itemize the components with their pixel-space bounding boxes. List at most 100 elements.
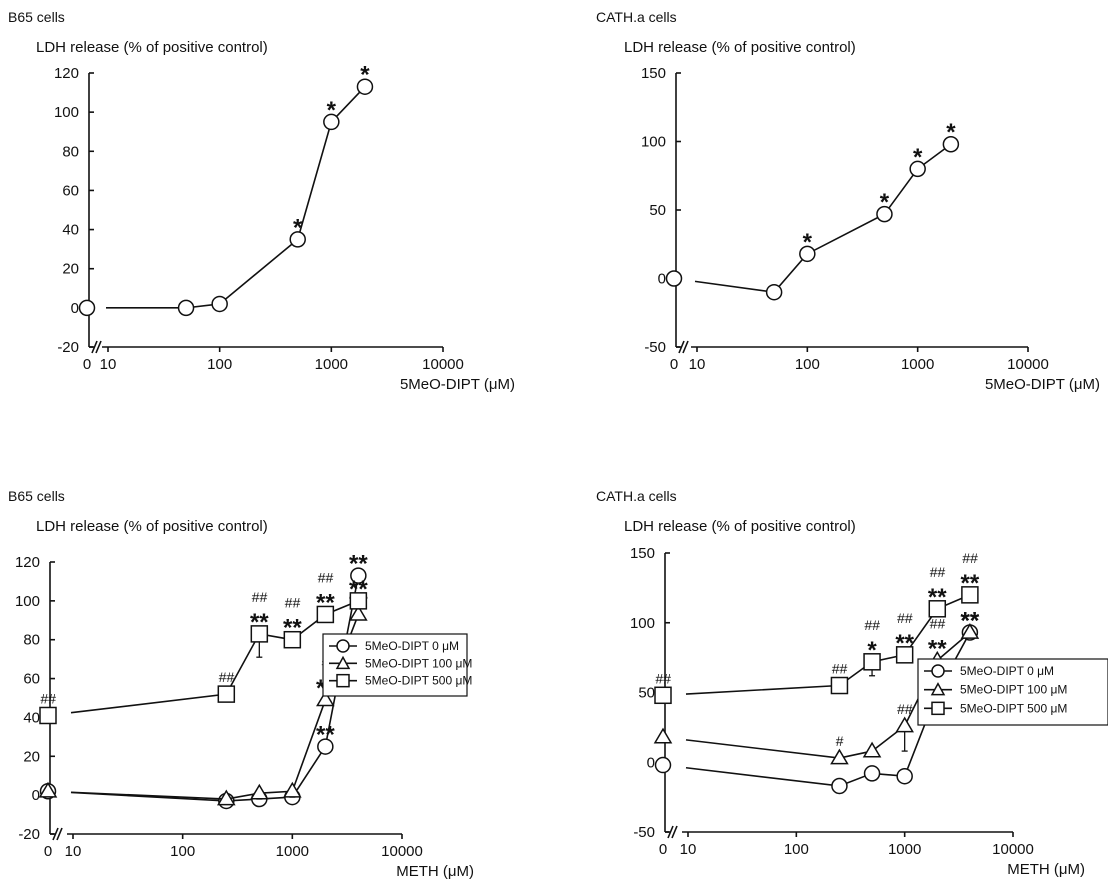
data-point-circle bbox=[356, 78, 374, 95]
data-point-triangle bbox=[216, 789, 236, 806]
x-axis-title: 5MeO-DIPT (μM) bbox=[985, 376, 1100, 393]
data-point-triangle bbox=[862, 741, 882, 758]
data-point-circle bbox=[896, 767, 913, 785]
axis-break-mark bbox=[678, 340, 685, 354]
x-tick-label: 100 bbox=[795, 356, 820, 373]
significance-hash: ## bbox=[285, 595, 301, 611]
chart-panel-1: B65 cells LDH release (% of positive cont… bbox=[8, 9, 515, 393]
significance-star: * bbox=[867, 637, 877, 664]
significance-star: * bbox=[946, 119, 956, 146]
y-tick-label: -20 bbox=[18, 826, 40, 843]
data-point-circle bbox=[876, 205, 893, 223]
y-tick-label: 100 bbox=[641, 134, 666, 151]
x-tick-label: 1000 bbox=[901, 356, 934, 373]
series-line bbox=[685, 631, 971, 759]
data-point-triangle bbox=[960, 623, 980, 639]
y-tick-label: -20 bbox=[57, 339, 79, 356]
y-tick-label: 50 bbox=[638, 685, 655, 702]
x-tick-label: 100 bbox=[784, 841, 809, 858]
cell-type-label: CATH.a cells bbox=[596, 488, 677, 504]
data-point-square bbox=[961, 586, 979, 604]
y-tick-label: -50 bbox=[644, 339, 666, 356]
legend-circle bbox=[336, 639, 350, 653]
legend-label: 5MeO-DIPT 100 μM bbox=[365, 656, 472, 670]
legend-label: 5MeO-DIPT 0 μM bbox=[960, 664, 1054, 678]
cell-type-label: B65 cells bbox=[8, 488, 65, 504]
y-tick-label: 20 bbox=[23, 748, 40, 765]
data-point-square bbox=[895, 646, 914, 664]
x-tick-label: 1000 bbox=[276, 843, 309, 860]
data-point-circle bbox=[654, 756, 672, 774]
significance-hash: ## bbox=[897, 701, 913, 717]
data-point-circle bbox=[665, 270, 683, 287]
y-tick-label: 100 bbox=[15, 593, 40, 610]
x-tick-label: 0 bbox=[83, 356, 91, 373]
y-tick-label: 120 bbox=[54, 65, 79, 82]
data-point-square bbox=[863, 653, 881, 671]
legend-circle bbox=[931, 664, 945, 678]
legend-box bbox=[917, 658, 1108, 726]
legend-square bbox=[931, 701, 945, 716]
data-point-circle bbox=[863, 765, 881, 782]
significance-star: * bbox=[803, 229, 813, 256]
axis-break-mark bbox=[95, 340, 102, 354]
significance-star: ** bbox=[895, 630, 914, 657]
significance-hash: ## bbox=[864, 617, 880, 633]
series-line bbox=[70, 614, 360, 800]
series-circle: * * * * bbox=[665, 119, 960, 301]
legend-label: 5MeO-DIPT 100 μM bbox=[960, 683, 1067, 697]
x-tick-label: 0 bbox=[44, 843, 52, 860]
x-tick-label: 10 bbox=[100, 356, 117, 373]
significance-star: * bbox=[327, 97, 337, 124]
significance-star: ** bbox=[961, 570, 980, 597]
legend-triangle bbox=[930, 682, 946, 696]
axis-break-mark bbox=[682, 340, 689, 354]
data-point-circle bbox=[799, 245, 816, 263]
data-point-square bbox=[283, 630, 302, 649]
legend-label: 5MeO-DIPT 0 μM bbox=[365, 639, 459, 653]
y-tick-label: 150 bbox=[630, 545, 655, 562]
data-point-square bbox=[830, 676, 849, 695]
legend-square bbox=[336, 673, 350, 688]
data-point-triangle bbox=[283, 781, 302, 798]
data-point-square bbox=[316, 605, 335, 624]
axis-break-mark bbox=[91, 340, 98, 354]
significance-hash: ## bbox=[929, 615, 945, 631]
significance-hash: ## bbox=[40, 690, 56, 706]
significance-star: * bbox=[880, 189, 890, 216]
legend: 5MeO-DIPT 0 μM 5MeO-DIPT 100 μM 5MeO-DIPT … bbox=[322, 633, 472, 697]
series-circle: * * * bbox=[78, 62, 374, 317]
chart-panel-2: CATH.a cells LDH release (% of positive c… bbox=[596, 9, 1100, 393]
y-tick-label: 0 bbox=[658, 271, 666, 288]
significance-star: ** bbox=[961, 608, 980, 635]
y-tick-label: 80 bbox=[62, 143, 79, 160]
legend: 5MeO-DIPT 0 μM 5MeO-DIPT 100 μM 5MeO-DIPT … bbox=[917, 658, 1108, 726]
x-axis-title: 5MeO-DIPT (μM) bbox=[400, 376, 515, 393]
data-point-circle bbox=[317, 738, 334, 755]
y-tick-label: 50 bbox=[649, 202, 666, 219]
axis-break-mark bbox=[52, 827, 59, 841]
data-point-triangle bbox=[830, 748, 849, 765]
y-axis-title: LDH release (% of positive control) bbox=[624, 39, 856, 56]
series-square: ## ## * ## ** ## ** ## ** ## bbox=[654, 550, 980, 705]
chart-panel-3: B65 cells LDH release (% of positive cont… bbox=[8, 488, 474, 880]
x-tick-label: 10 bbox=[65, 843, 82, 860]
x-tick-label: 10000 bbox=[381, 843, 423, 860]
y-tick-label: 0 bbox=[32, 787, 40, 804]
y-tick-label: 150 bbox=[641, 65, 666, 82]
significance-hash: ## bbox=[655, 670, 671, 686]
y-tick-label: 120 bbox=[15, 554, 40, 571]
significance-hash: ## bbox=[897, 610, 913, 626]
x-axis-title: METH (μM) bbox=[396, 863, 474, 880]
data-point-triangle bbox=[349, 604, 368, 621]
y-tick-label: 20 bbox=[62, 261, 79, 278]
data-point-square bbox=[217, 685, 236, 703]
data-point-triangle bbox=[38, 781, 58, 798]
data-point-triangle bbox=[895, 716, 914, 733]
significance-hash: ## bbox=[318, 569, 334, 585]
y-tick-label: 60 bbox=[23, 671, 40, 688]
x-tick-label: 100 bbox=[207, 356, 232, 373]
data-point-circle bbox=[909, 160, 926, 178]
data-point-circle bbox=[831, 777, 848, 795]
y-tick-label: 100 bbox=[54, 104, 79, 121]
